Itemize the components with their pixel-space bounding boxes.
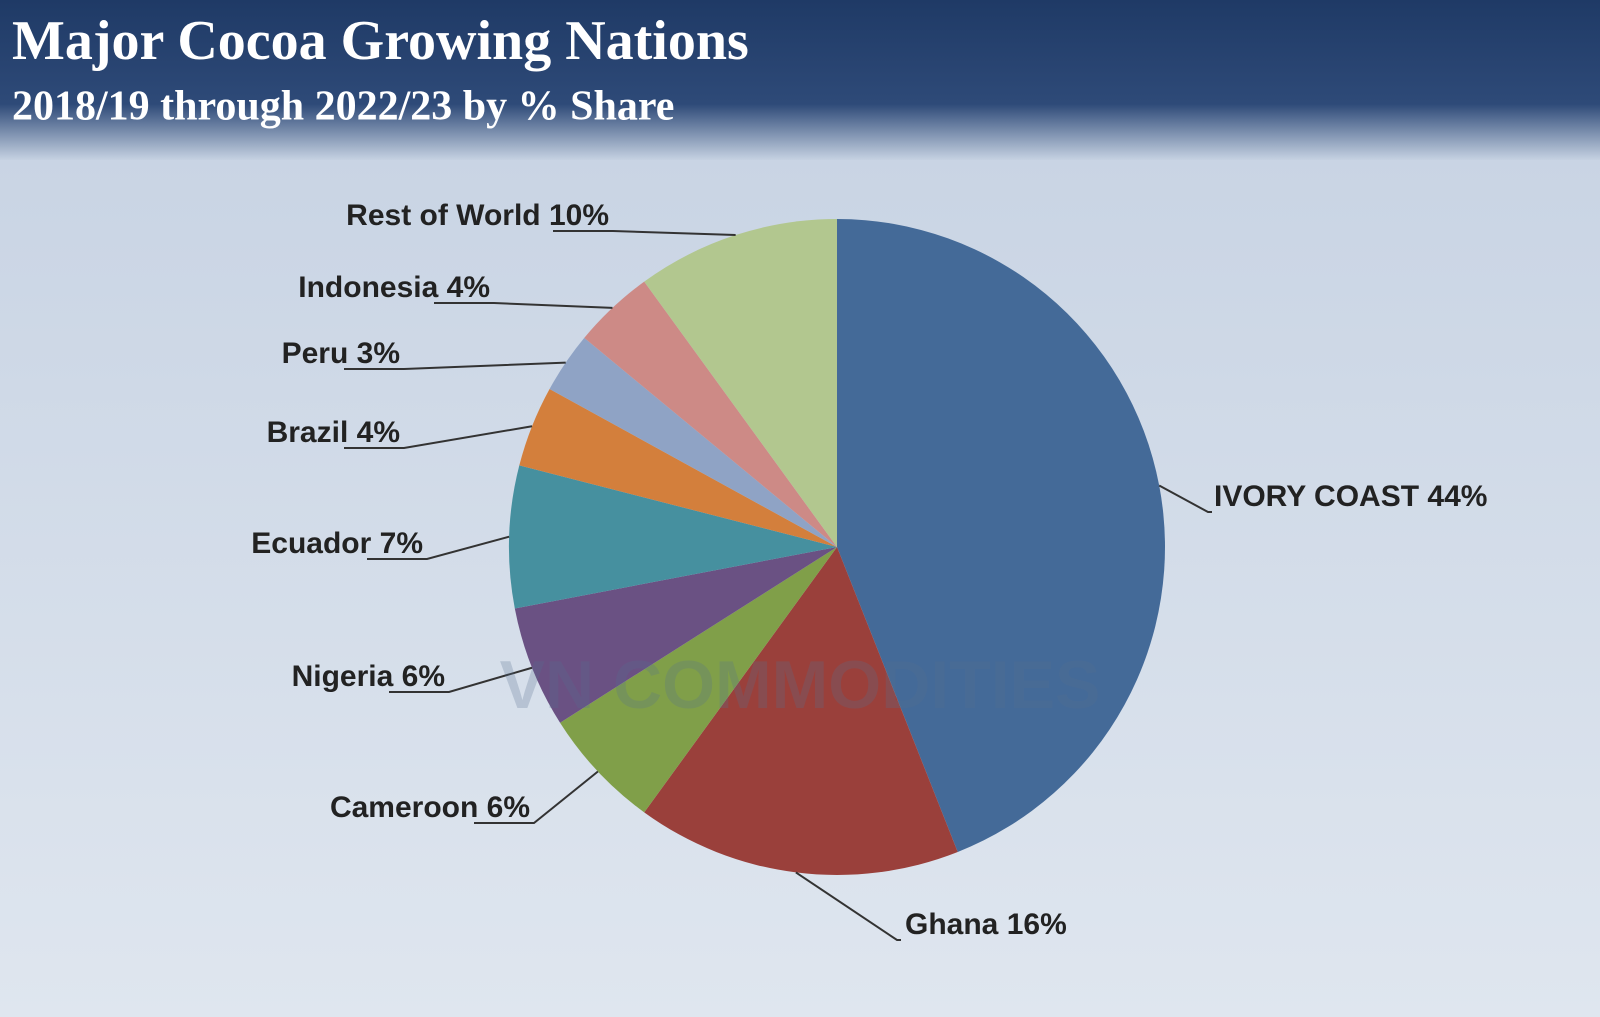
data-label: Rest of World 10% [346,199,609,232]
pie-slice [560,547,837,813]
data-label: Indonesia 4% [298,271,490,304]
category-name: Indonesia [298,271,438,304]
pie-slice [644,219,837,547]
pie-slice [837,219,1165,852]
value-label: 4% [357,416,400,449]
pie-slice [549,337,837,547]
value-label: 6% [402,660,445,693]
pie-slice [519,388,837,547]
category-name: Ghana [905,908,999,941]
pie [508,219,1165,875]
leader-line [1158,484,1212,513]
watermark: VN COMMODITIES [500,647,1101,723]
value-label: 3% [357,337,400,370]
value-label: 44% [1427,480,1487,513]
pie-slice [514,547,837,723]
category-name: Cameroon [330,791,478,824]
category-name: IVORY COAST [1214,480,1419,513]
leader-line [553,230,736,237]
category-name: Nigeria [292,660,394,693]
data-label: IVORY COAST 44% [1214,480,1487,513]
leader-line [389,666,533,693]
leader-line [795,871,901,941]
leader-line [367,535,510,560]
pie-slice [508,465,837,609]
category-name: Brazil [267,416,349,449]
leader-line [474,770,599,824]
chart-title: Major Cocoa Growing Nations [12,10,749,72]
value-label: 16% [1007,908,1067,941]
value-label: 6% [487,791,530,824]
header-band [0,0,1600,160]
leader-line [344,361,566,370]
leader-line [434,302,613,309]
data-label: Cameroon 6% [330,791,530,824]
data-label: Ecuador 7% [251,527,423,560]
category-name: Rest of World [346,199,540,232]
category-name: Ecuador [251,527,371,560]
pie-slice [584,281,837,547]
data-label: Ghana 16% [905,908,1067,941]
data-label: Peru 3% [282,337,400,370]
data-label: Brazil 4% [267,416,400,449]
data-label: Nigeria 6% [292,660,445,693]
value-label: 4% [447,271,490,304]
pie-slice [644,547,958,875]
category-name: Peru [282,337,349,370]
chart-subtitle: 2018/19 through 2022/23 by % Share [12,84,674,130]
value-label: 7% [380,527,423,560]
value-label: 10% [549,199,609,232]
leader-line [344,425,533,449]
